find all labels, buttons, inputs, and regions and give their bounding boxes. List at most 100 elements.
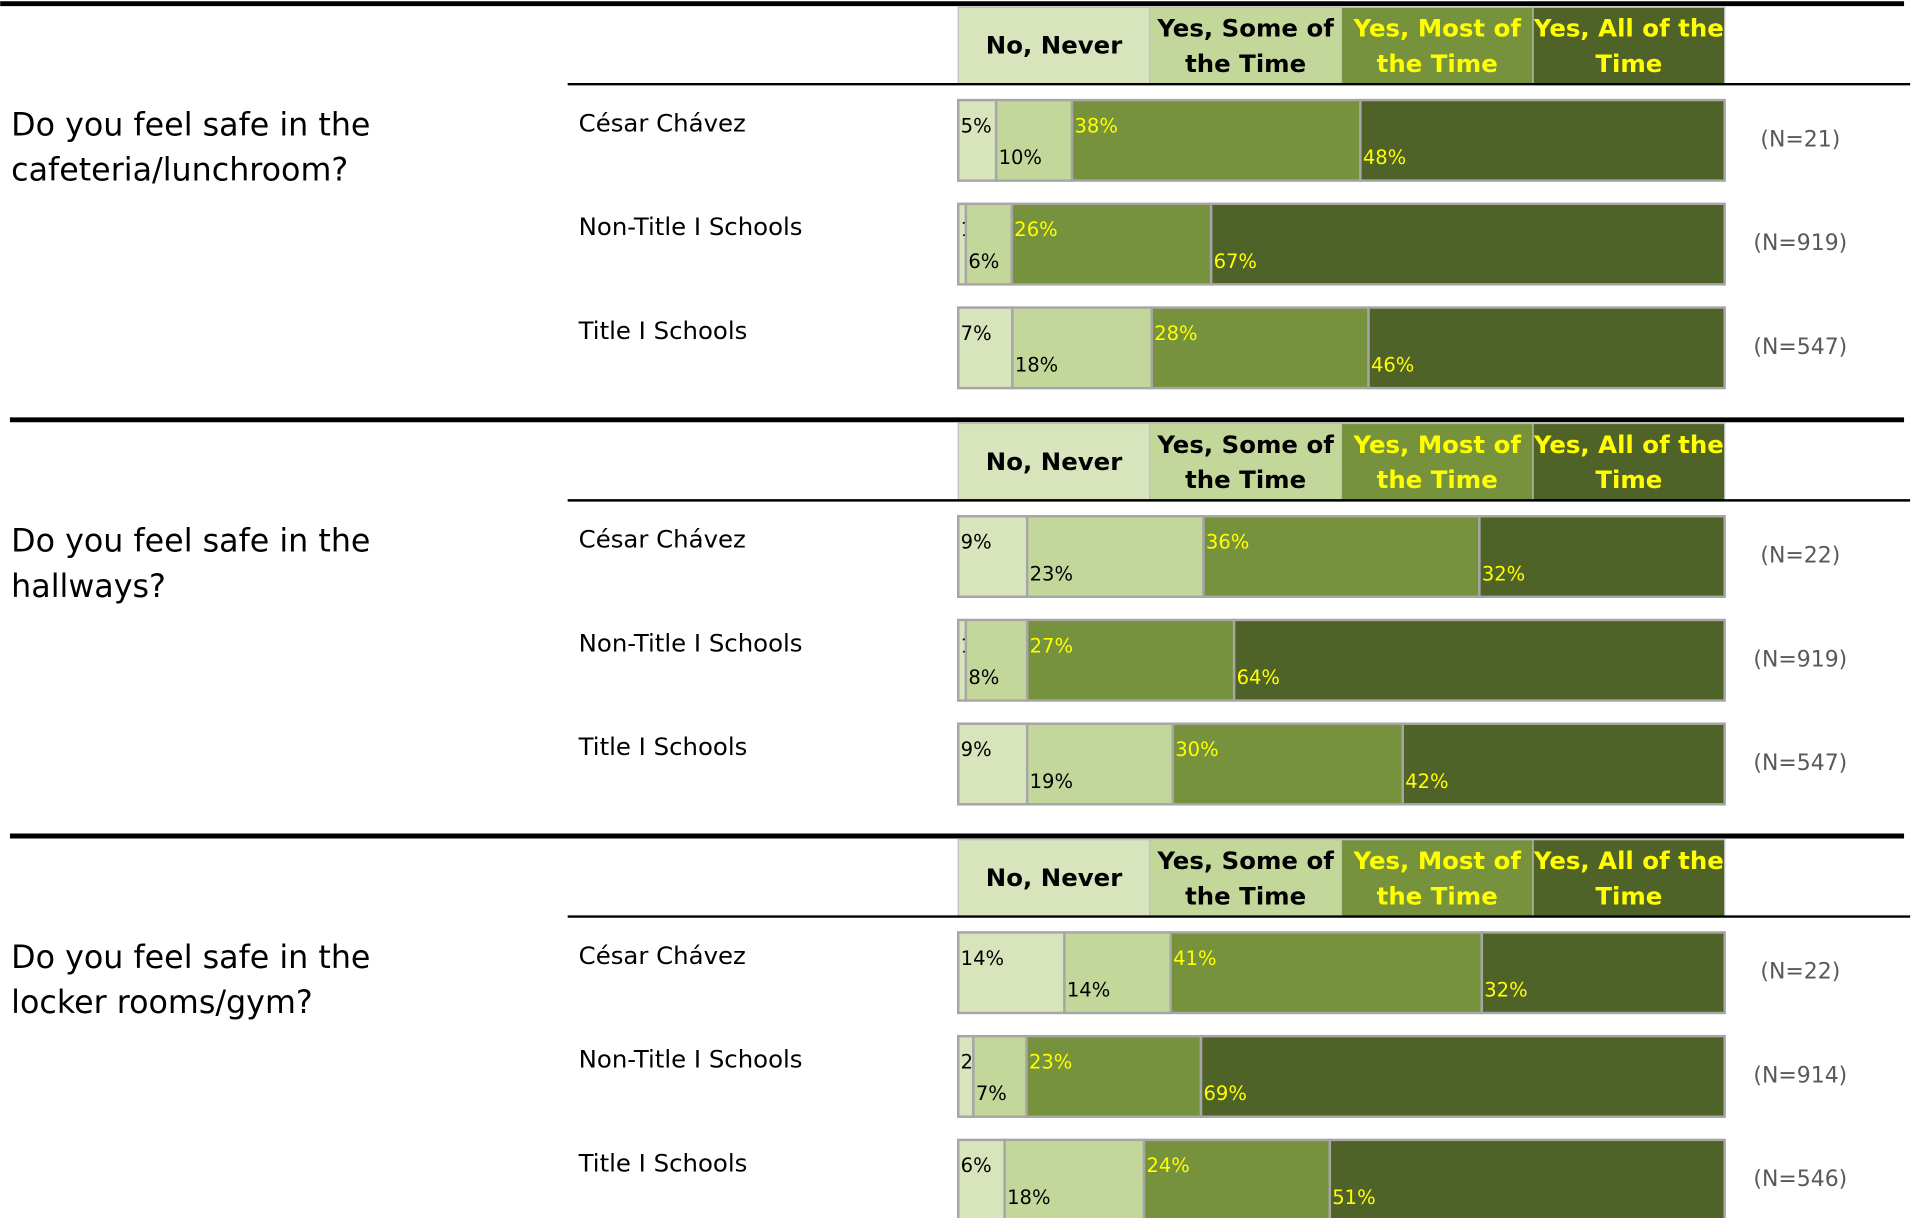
value-label: 9%	[961, 738, 992, 761]
legend-label: Yes, Most of the Time	[1353, 428, 1521, 494]
category-label: Non-Title I Schools	[579, 212, 803, 241]
value-label: 14%	[1067, 978, 1110, 1001]
legend-label-box: Yes, Some of the Time	[1157, 845, 1334, 910]
value-label: 46%	[1371, 354, 1414, 377]
legend-swatch	[957, 422, 1151, 501]
question-box: Do you feel safe in the locker rooms/gym…	[11, 939, 371, 1022]
bar-segment	[1169, 931, 1484, 1015]
bar-segment	[1025, 515, 1205, 599]
value-label: 67%	[1214, 250, 1257, 273]
bar-segment	[957, 722, 1029, 806]
legend-swatch	[1340, 422, 1534, 501]
bar-segment	[1232, 618, 1726, 702]
bar-segment	[1401, 722, 1726, 806]
value-label: 7%	[961, 322, 992, 345]
bar-segment	[1209, 202, 1726, 286]
n-label: (N=546)	[1753, 1167, 1847, 1192]
category-label: Title I Schools	[578, 1148, 748, 1177]
legend-label-box: Yes, Most of the Time	[1353, 428, 1521, 494]
value-label: 23%	[1029, 1051, 1072, 1074]
value-label: 51%	[1332, 1186, 1375, 1209]
legend-label: Yes, Some of the Time	[1157, 12, 1334, 78]
n-label: (N=21)	[1760, 127, 1840, 152]
value-label: 9%	[961, 531, 992, 554]
legend-label: No, Never	[985, 30, 1123, 60]
bar-segment	[956, 931, 1066, 1015]
legend-label-box: No, Never	[985, 862, 1123, 893]
legend-label: No, Never	[985, 446, 1123, 476]
value-label: 48%	[1363, 146, 1406, 169]
value-label: 42%	[1405, 770, 1448, 793]
legend-label-box: Yes, All of the Time	[1533, 12, 1724, 78]
value-label: 36%	[1206, 531, 1249, 554]
bar-segment	[1070, 98, 1362, 182]
bar-segment	[957, 98, 998, 182]
bar-segment	[957, 1138, 1006, 1218]
bar-segment	[1480, 931, 1726, 1015]
bar-segment	[1025, 1034, 1203, 1118]
category-label: Non-Title I Schools	[579, 1045, 803, 1074]
legend-label-box: No, Never	[985, 30, 1123, 60]
value-label: 27%	[1030, 634, 1073, 657]
bar-segment	[1150, 306, 1370, 390]
question-box: Do you feel safe in the hallways?	[11, 524, 370, 606]
value-label: 8%	[968, 666, 999, 689]
legend-swatch	[957, 839, 1151, 918]
value-label: 10%	[999, 146, 1042, 169]
bar-segment	[964, 618, 1029, 702]
legend-swatch	[1149, 6, 1343, 85]
value-label: 30%	[1175, 738, 1218, 761]
legend-label-box: Yes, All of the Time	[1534, 429, 1724, 494]
bar-segment	[1003, 1138, 1146, 1218]
bar-segment	[1171, 722, 1404, 806]
legend-swatch	[1149, 839, 1343, 918]
n-label: (N=22)	[1760, 960, 1840, 985]
value-label: 32%	[1482, 562, 1525, 585]
n-label: (N=547)	[1753, 335, 1847, 360]
bar-segment	[1025, 722, 1175, 806]
legend-swatch	[1532, 422, 1726, 501]
value-label: 19%	[1030, 770, 1073, 793]
bar-segment	[1199, 1034, 1726, 1118]
legend-label: Yes, All of the Time	[1533, 845, 1724, 910]
n-label: (N=22)	[1760, 544, 1840, 569]
value-label: 64%	[1237, 666, 1280, 689]
question: Do you feel safe in the cafeteria/lunchr…	[11, 107, 371, 190]
legend-label-box: Yes, All of the Time	[1533, 845, 1724, 910]
bar-segment	[1328, 1138, 1726, 1218]
legend-swatch	[1532, 6, 1726, 85]
category-label: César Chávez	[579, 108, 746, 137]
bar-segment	[956, 1034, 975, 1118]
value-label: 7%	[976, 1082, 1007, 1105]
value-label: 14%	[961, 947, 1004, 970]
n-label: (N=914)	[1753, 1063, 1847, 1088]
legend-label: No, Never	[985, 862, 1123, 893]
question-box: Do you feel safe in the cafeteria/lunchr…	[11, 107, 371, 190]
legend-label-box: Yes, Some of the Time	[1157, 429, 1334, 494]
value-label: 6%	[961, 1154, 992, 1177]
category-label: César Chávez	[579, 525, 746, 554]
category-label: César Chávez	[579, 941, 746, 970]
n-label: (N=919)	[1753, 231, 1847, 256]
n-label: (N=547)	[1753, 751, 1847, 776]
category-label: Title I Schools	[578, 732, 748, 761]
category-label: Title I Schools	[578, 316, 748, 345]
legend-label: Yes, Most of the Time	[1353, 845, 1521, 910]
legend-label-box: No, Never	[985, 446, 1123, 476]
legend-label: Yes, All of the Time	[1533, 12, 1724, 78]
value-label: 5%	[961, 114, 992, 137]
legend-label-box: Yes, Most of the Time	[1353, 12, 1521, 78]
bar-segment	[957, 515, 1029, 599]
question: Do you feel safe in the locker rooms/gym…	[11, 939, 371, 1022]
value-label: 38%	[1074, 114, 1117, 137]
bar-segment	[1142, 1138, 1332, 1218]
legend-swatch	[1340, 839, 1534, 918]
legend-label: Yes, Most of the Time	[1353, 12, 1521, 78]
value-label: 28%	[1154, 322, 1197, 345]
category-label: Non-Title I Schools	[579, 628, 803, 657]
value-label: 23%	[1030, 562, 1073, 585]
legend-label-box: Yes, Most of the Time	[1353, 845, 1521, 910]
legend-label: Yes, Some of the Time	[1157, 845, 1334, 910]
value-label: 41%	[1173, 947, 1216, 970]
